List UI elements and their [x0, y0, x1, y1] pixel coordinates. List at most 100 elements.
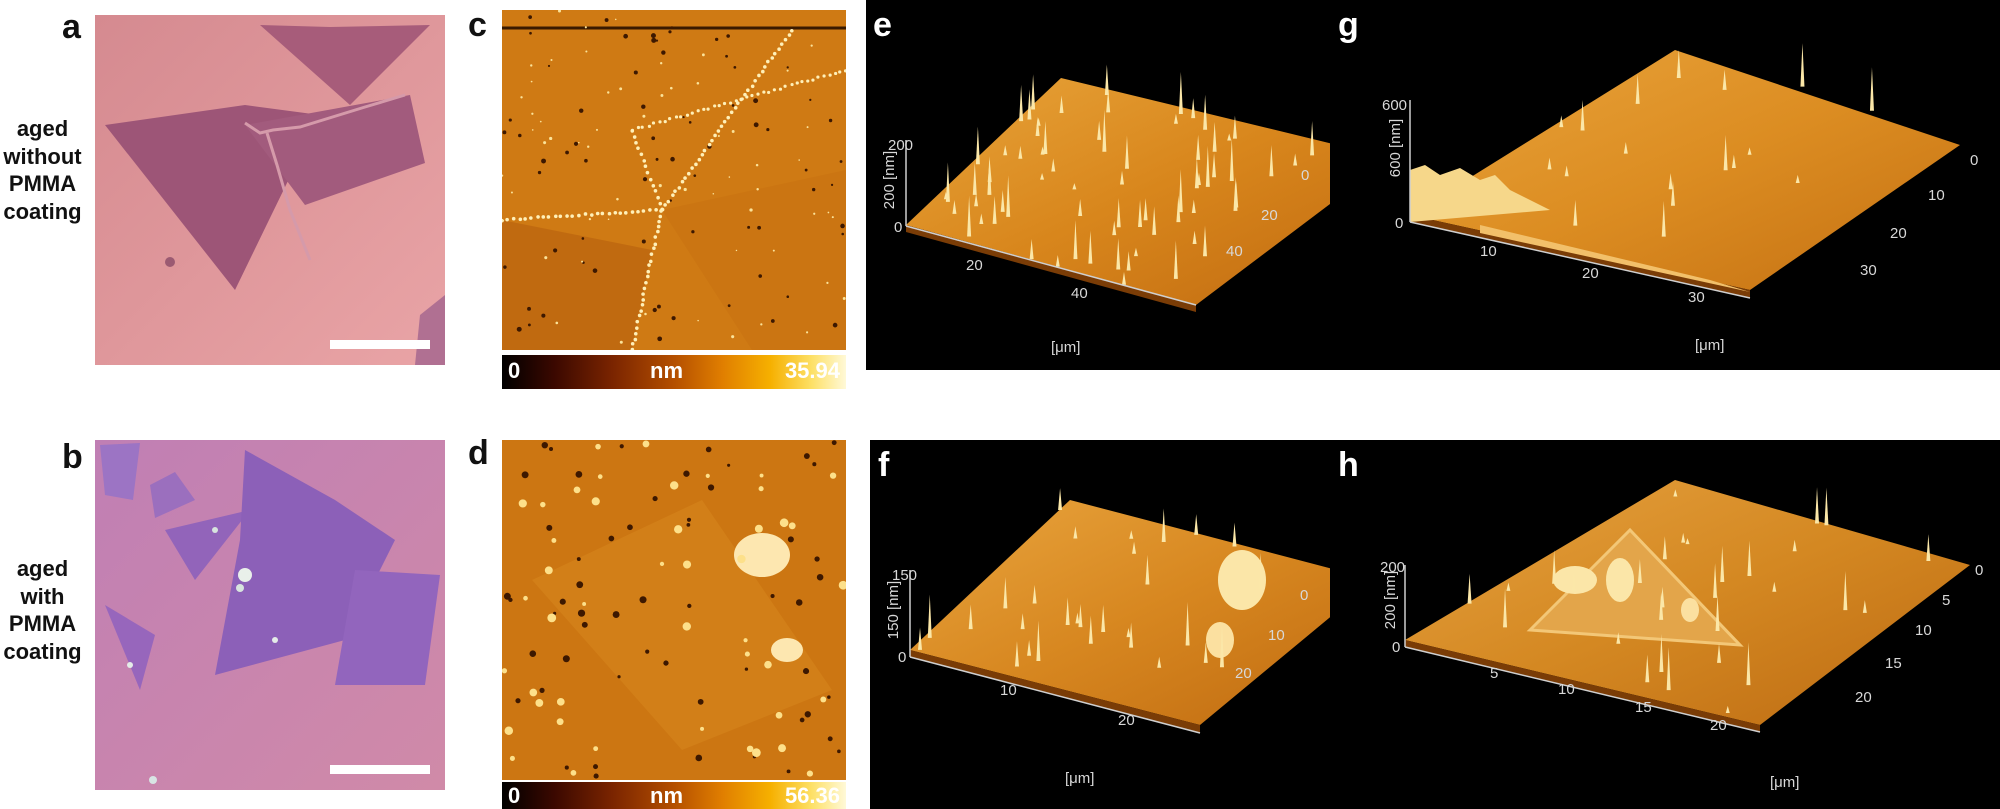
- y-tick-h: 0: [1975, 562, 1983, 579]
- afm-grain: [789, 28, 794, 33]
- afm-particle: [585, 50, 588, 53]
- afm-particle: [518, 133, 522, 138]
- afm-grain: [694, 162, 698, 167]
- afm-spike: [1120, 170, 1125, 185]
- afm-spike: [1229, 138, 1234, 182]
- afm-grain: [790, 82, 794, 87]
- afm-particle: [642, 114, 646, 118]
- afm-spike: [1191, 199, 1196, 213]
- afm-grain: [633, 337, 638, 342]
- afm-spike: [1143, 198, 1148, 221]
- afm-3d-panel-f: 150 [nm] 150 0 10 20 0 10 20 [μm]: [870, 440, 1330, 809]
- afm-grain: [635, 326, 639, 330]
- afm-grain: [740, 97, 744, 101]
- afm-particle: [759, 473, 764, 478]
- afm-particle: [641, 239, 646, 244]
- afm-particle: [651, 136, 656, 141]
- afm-grain: [717, 104, 721, 108]
- colorbar-c-max: 35.94: [784, 358, 840, 383]
- afm-particle: [541, 158, 546, 164]
- afm-particle: [614, 18, 617, 21]
- afm-particle: [535, 699, 544, 707]
- afm-spike: [1681, 532, 1686, 543]
- afm-particle: [591, 497, 600, 506]
- afm-particle: [786, 66, 789, 69]
- afm-particle: [593, 746, 599, 752]
- afm-particle: [726, 34, 730, 38]
- afm-spike: [1800, 43, 1805, 87]
- afm-spike: [1029, 239, 1034, 260]
- afm-particle: [669, 481, 679, 490]
- afm-spike: [1224, 583, 1229, 598]
- afm-particle: [744, 667, 749, 671]
- afm-spike: [1191, 98, 1196, 119]
- afm-grain: [640, 125, 644, 129]
- afm-spike: [1106, 89, 1111, 113]
- afm-spike: [975, 126, 980, 165]
- afm-particle: [832, 322, 838, 328]
- afm-particle: [527, 323, 531, 327]
- afm-particle: [831, 216, 834, 219]
- afm-particle: [688, 121, 692, 124]
- afm-spike: [1212, 153, 1217, 178]
- colorbar-d-max: 56.36: [784, 783, 840, 808]
- afm-spike: [1078, 604, 1083, 628]
- afm-spike: [1194, 514, 1199, 535]
- afm-spike: [1824, 487, 1829, 526]
- afm-particle: [577, 609, 586, 617]
- afm-spike: [1772, 581, 1777, 592]
- afm-particle: [756, 188, 759, 191]
- z-tick-f-zero: 0: [898, 649, 906, 666]
- afm-particle: [795, 599, 803, 606]
- afm-spike: [1019, 84, 1024, 122]
- afm-particle: [695, 754, 703, 762]
- afm-spike: [1559, 115, 1564, 128]
- panel-label-e: e: [873, 6, 892, 44]
- afm-particle: [842, 296, 846, 300]
- y-tick-e: 20: [1261, 207, 1278, 224]
- afm-particle: [562, 655, 570, 663]
- afm-grain: [750, 93, 754, 98]
- afm-particle: [696, 81, 700, 85]
- afm-particle: [735, 249, 738, 252]
- afm-grain: [641, 209, 646, 213]
- afm-particle: [523, 595, 528, 601]
- afm-particle: [668, 30, 672, 34]
- x-axis-f: [909, 656, 1201, 734]
- afm-spike: [1723, 134, 1728, 171]
- afm-3d-surface-h: 200 [nm] 200 0 5 10 15 20 0 5 10 15 20 […: [1380, 480, 1983, 791]
- afm-particle: [515, 698, 521, 704]
- afm-grain: [697, 157, 702, 162]
- afm-particle: [521, 471, 529, 479]
- afm-grain: [642, 286, 647, 291]
- afm-spike: [1178, 71, 1183, 114]
- afm-grain: [558, 214, 563, 219]
- afm-grain: [685, 113, 690, 117]
- y-tick-g: 10: [1928, 187, 1945, 204]
- afm-particle: [581, 621, 588, 628]
- afm-grain: [787, 33, 792, 37]
- afm-grain: [816, 75, 820, 79]
- flake-triangles-b: [95, 440, 445, 790]
- afm-grain: [733, 106, 738, 110]
- afm-grain: [745, 95, 749, 99]
- afm-grain: [674, 115, 679, 119]
- afm-spike: [1145, 555, 1150, 585]
- afm-particle: [682, 622, 691, 631]
- afm-grain: [630, 341, 635, 346]
- row-label-top-line: PMMA: [8, 171, 77, 196]
- y-tick-h: 10: [1915, 622, 1932, 639]
- afm-grain: [729, 110, 734, 115]
- afm-grain: [680, 179, 685, 184]
- afm-spike: [1104, 64, 1109, 96]
- afm-grain: [660, 207, 664, 212]
- afm-particle: [737, 554, 746, 564]
- colorbar-c-min: 0: [508, 358, 521, 383]
- afm-grain: [653, 189, 658, 193]
- afm-grain: [722, 119, 727, 124]
- y-tick-h: 15: [1885, 655, 1902, 672]
- afm-spike: [1078, 198, 1083, 216]
- afm-particle: [687, 603, 692, 608]
- afm-3d-panel-h: 200 [nm] 200 0 5 10 15 20 0 5 10 15 20 […: [1330, 440, 2000, 809]
- afm-grain: [639, 309, 643, 313]
